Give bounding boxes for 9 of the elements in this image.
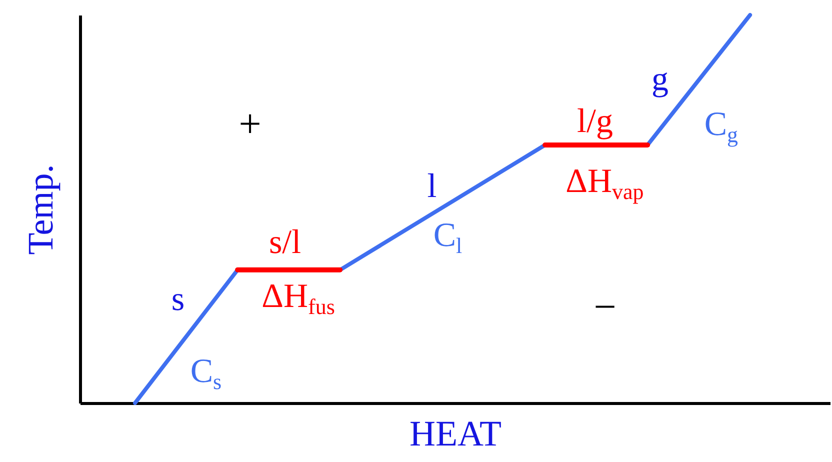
annotation: − [594, 284, 616, 329]
annotation: s/l [268, 224, 302, 261]
annotation: g [652, 61, 668, 98]
annotation: l/g [577, 103, 613, 140]
annotation: s [171, 281, 185, 318]
annotation: + [238, 101, 262, 146]
annotation: l [427, 168, 437, 205]
y-axis-title: Temp. [20, 164, 60, 255]
x-axis-title: HEAT [410, 414, 502, 454]
